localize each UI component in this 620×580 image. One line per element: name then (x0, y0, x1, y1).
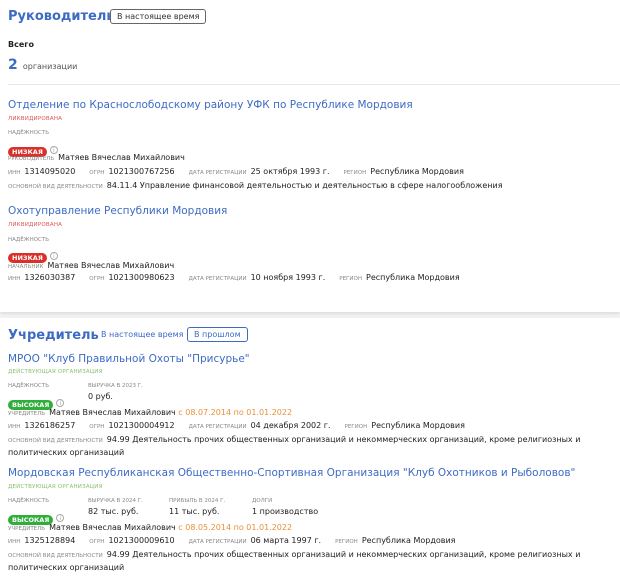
reg-date: 04 декабря 2002 г. (250, 421, 331, 430)
total-unit: организации (22, 62, 78, 71)
section-title: Руководитель (8, 9, 115, 24)
total-label: Всего (8, 40, 34, 49)
ogrn: 1021300767256 (108, 167, 175, 176)
reg-label: Дата регистрации (188, 539, 247, 545)
section-title: Учредитель (8, 328, 99, 343)
period: с 08.07.2014 по 01.01.2022 (178, 408, 293, 417)
info-icon[interactable]: i (56, 398, 65, 407)
inn-label: ИНН (8, 424, 21, 430)
activity-label: Основной вид деятельности (8, 438, 103, 444)
ogrn: 1021300980623 (108, 273, 175, 282)
reliability-label: Надёжность (8, 130, 50, 136)
inn-label: ИНН (8, 170, 21, 176)
reliability-badge: Низкая (8, 147, 47, 157)
revenue-label: Выручка в 2023 г. (88, 383, 143, 389)
reg-label: Дата регистрации (188, 424, 247, 430)
manager-section: Руководитель В настоящее время Всего 2 о… (0, 0, 620, 312)
info-icon[interactable]: i (49, 251, 58, 260)
reliability-label: Надёжность (8, 383, 50, 389)
region-label: Регион (343, 170, 367, 176)
ogrn-label: ОГРН (89, 539, 105, 545)
inn: 1325128894 (24, 536, 76, 545)
org-status: Действующая организация (8, 369, 103, 375)
revenue-label: Выручка в 2024 г. (88, 498, 143, 504)
profit-label: Прибыль в 2024 г. (169, 498, 226, 504)
org-status: Действующая организация (8, 484, 103, 490)
profit: 11 тыс. руб. (169, 507, 220, 516)
activity-label: Основной вид деятельности (8, 553, 103, 559)
reliability-label: Надёжность (8, 237, 50, 243)
info-icon[interactable]: i (49, 145, 58, 154)
org-status: Ликвидирована (8, 116, 63, 122)
reliability-badge: Высокая (8, 400, 54, 410)
reg-label: Дата регистрации (188, 276, 247, 282)
role-label: Руководитель (8, 156, 55, 162)
region-label: Регион (339, 276, 362, 282)
reg-label: Дата регистрации (188, 170, 247, 176)
ogrn-label: ОГРН (89, 424, 105, 430)
org-link[interactable]: Мордовская Республиканская Общественно-С… (8, 467, 576, 479)
debts[interactable]: 1 производство (252, 507, 319, 516)
activity: 84.11.4 Управление финансовой деятельнос… (106, 181, 503, 190)
inn: 1326186257 (24, 421, 76, 430)
reliability-label: Надёжность (8, 498, 50, 504)
reliability-badge: Высокая (8, 515, 54, 525)
activity: 94.99 Деятельность прочих общественных о… (8, 435, 581, 457)
inn-label: ИНН (8, 276, 21, 282)
filter-past-button[interactable]: В прошлом (187, 327, 248, 342)
ogrn: 1021300004912 (108, 421, 175, 430)
inn: 1314095020 (24, 167, 76, 176)
activity-label: Основной вид деятельности (8, 184, 103, 190)
person: Матяев Вячеслав Михайлович (47, 261, 175, 270)
reg-date: 06 марта 1997 г. (250, 536, 322, 545)
region-label: Регион (344, 424, 368, 430)
activity: 94.99 Деятельность прочих общественных о… (8, 550, 581, 572)
reg-date: 10 ноября 1993 г. (250, 273, 326, 282)
role-label: Учредитель (8, 411, 46, 417)
inn-label: ИНН (8, 539, 21, 545)
info-icon[interactable]: i (56, 513, 65, 522)
period: с 08.05.2014 по 01.01.2022 (178, 523, 293, 532)
org-link[interactable]: МРОО "Клуб Правильной Охоты "Присурье" (8, 353, 250, 365)
filter-current-link[interactable]: В настоящее время (101, 330, 184, 339)
divider (8, 84, 620, 85)
region-label: Регион (335, 539, 358, 545)
inn: 1326030387 (24, 273, 76, 282)
revenue: 0 руб. (88, 392, 113, 401)
role-label: Начальник (8, 264, 44, 270)
person: Матяев Вячеслав Михайлович (49, 523, 176, 532)
ogrn: 1021300009610 (108, 536, 175, 545)
reg-date: 25 октября 1993 г. (250, 167, 330, 176)
debts-label: Долги (252, 498, 273, 504)
region: Республика Мордовия (361, 536, 456, 545)
role-label: Учредитель (8, 526, 46, 532)
person: Матяев Вячеслав Михайлович (49, 408, 176, 417)
total-count: 2 (8, 57, 18, 73)
region: Республика Мордовия (366, 273, 460, 282)
reliability-badge: Низкая (8, 253, 47, 263)
filter-current-button[interactable]: В настоящее время (110, 9, 207, 24)
org-link[interactable]: Отделение по Краснослободскому району УФ… (8, 99, 413, 111)
org-link[interactable]: Охотуправление Республики Мордовия (8, 205, 228, 217)
region: Республика Мордовия (371, 421, 465, 430)
founder-section: Учредитель В настоящее время В прошлом М… (0, 318, 620, 580)
ogrn-label: ОГРН (89, 276, 105, 282)
region: Республика Мордовия (370, 167, 464, 176)
revenue: 82 тыс. руб. (88, 507, 139, 516)
org-status: Ликвидирована (8, 222, 63, 228)
person: Матяев Вячеслав Михайлович (58, 153, 185, 162)
ogrn-label: ОГРН (89, 170, 105, 176)
